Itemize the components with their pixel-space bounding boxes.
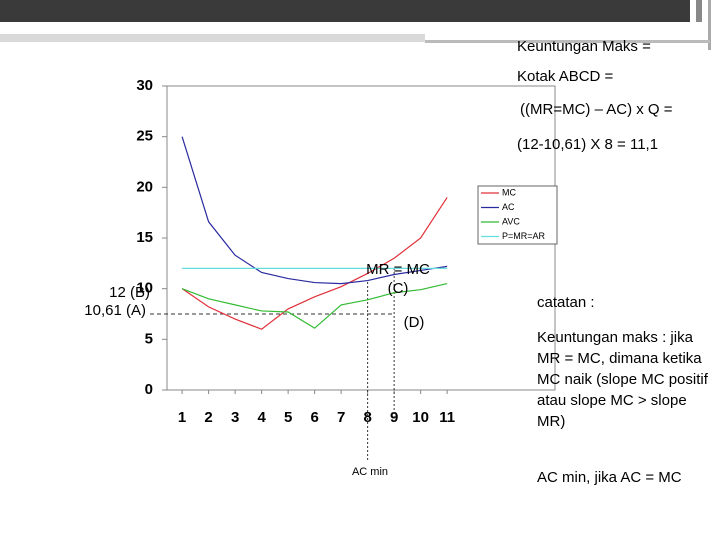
x-tick-label: 11 [439, 409, 455, 426]
legend-label: AC [502, 202, 515, 212]
series-line [181, 197, 448, 330]
header-rule [425, 40, 710, 43]
note-title: catatan : [537, 294, 595, 311]
formula-line: Keuntungan Maks = [517, 38, 651, 55]
top-bar [0, 0, 690, 22]
x-tick-label: 10 [412, 409, 429, 426]
annotation: (D) [404, 314, 425, 331]
x-tick-label: 2 [204, 409, 212, 426]
top-accent [696, 0, 702, 22]
annotation: (C) [388, 280, 409, 297]
annotation: AC min [352, 466, 388, 478]
y-tick-label: 15 [136, 229, 153, 246]
x-tick-label: 6 [310, 409, 318, 426]
legend-box [477, 185, 558, 245]
x-tick-label: 8 [363, 409, 371, 426]
legend-label: P=MR=AR [502, 231, 546, 241]
top-accent [708, 0, 711, 50]
series-line [181, 136, 448, 285]
y-tick-label: 30 [136, 77, 153, 94]
y-tick-label: 10 [136, 280, 153, 297]
x-tick-label: 4 [257, 409, 266, 426]
annotation: 12 (B) [109, 284, 150, 301]
header-rule [0, 34, 425, 42]
y-tick-label: 0 [145, 381, 153, 398]
x-tick-label: 1 [178, 409, 186, 426]
annotation: MR = MC [366, 261, 430, 278]
x-tick-label: 3 [231, 409, 239, 426]
series-line [181, 283, 448, 329]
formula-line: Kotak ABCD = [517, 68, 614, 85]
note: AC min, jika AC = MC [537, 469, 682, 486]
x-tick-label: 7 [337, 409, 345, 426]
formula-line: ((MR=MC) – AC) x Q = [520, 101, 673, 118]
formula-line: (12-10,61) X 8 = 11,1 [517, 136, 659, 153]
y-tick-label: 25 [136, 128, 153, 145]
note: Keuntungan maks : jika MR = MC, dimana k… [537, 329, 708, 430]
y-tick-label: 20 [136, 178, 153, 195]
x-tick-label: 5 [284, 409, 292, 426]
annotation: 10,61 (A) [84, 302, 146, 319]
y-tick-label: 5 [145, 330, 153, 347]
legend-label: MC [502, 187, 516, 197]
legend-label: AVC [502, 216, 520, 226]
